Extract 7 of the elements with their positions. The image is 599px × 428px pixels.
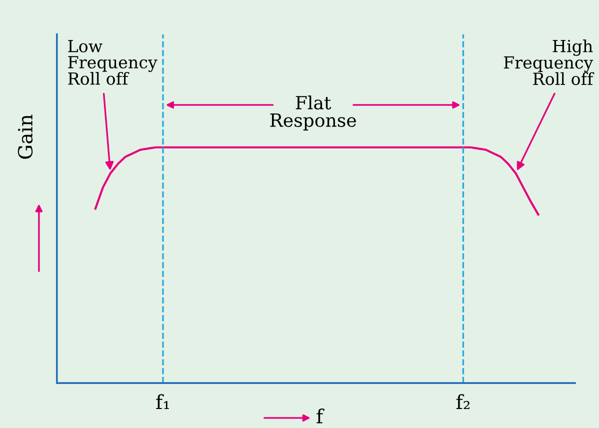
x-axis-title: f (316, 408, 324, 424)
text: Low Frequency Roll off (68, 40, 158, 85)
text: Flat Response (270, 96, 356, 130)
x-tick-label: f₁ (156, 394, 169, 410)
y-axis-title: Gain (18, 114, 33, 159)
text: High Frequency Roll off (504, 39, 594, 86)
x-tick-label: f₂ (456, 394, 470, 410)
